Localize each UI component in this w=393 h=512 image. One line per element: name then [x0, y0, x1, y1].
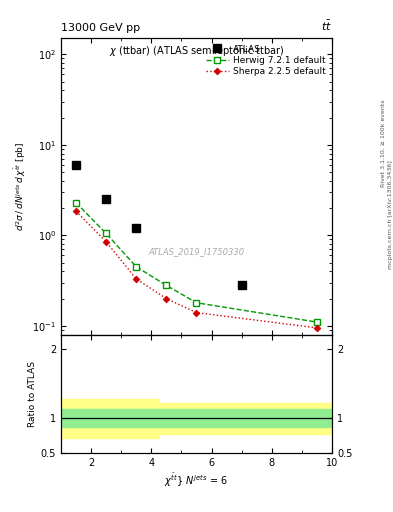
Y-axis label: $d^2\sigma\,/\,dN^{jets}\,d\,\chi^{\bar{t}t}$ [pb]: $d^2\sigma\,/\,dN^{jets}\,d\,\chi^{\bar{…: [12, 142, 28, 231]
Line: Herwig 7.2.1 default: Herwig 7.2.1 default: [73, 200, 320, 325]
Text: $t\bar{t}$: $t\bar{t}$: [321, 19, 332, 33]
ATLAS: [104, 196, 108, 202]
Y-axis label: Ratio to ATLAS: Ratio to ATLAS: [28, 361, 37, 427]
Text: $\chi$ (ttbar) (ATLAS semileptonic ttbar): $\chi$ (ttbar) (ATLAS semileptonic ttbar…: [108, 45, 285, 58]
Text: ATLAS_2019_I1750330: ATLAS_2019_I1750330: [149, 247, 244, 256]
Line: ATLAS: ATLAS: [72, 161, 246, 289]
Herwig 7.2.1 default: [315, 319, 320, 325]
ATLAS: [134, 225, 139, 231]
ATLAS: [239, 282, 244, 288]
Text: 13000 GeV pp: 13000 GeV pp: [61, 23, 140, 33]
Sherpa 2.2.5 default: [104, 239, 108, 245]
Line: Sherpa 2.2.5 default: Sherpa 2.2.5 default: [73, 209, 320, 330]
Sherpa 2.2.5 default: [134, 276, 139, 282]
Text: Rivet 3.1.10, ≥ 100k events: Rivet 3.1.10, ≥ 100k events: [381, 99, 386, 187]
Sherpa 2.2.5 default: [73, 208, 78, 214]
Herwig 7.2.1 default: [104, 230, 108, 237]
Herwig 7.2.1 default: [73, 200, 78, 206]
Herwig 7.2.1 default: [164, 282, 169, 288]
Herwig 7.2.1 default: [194, 300, 199, 306]
Herwig 7.2.1 default: [134, 264, 139, 270]
X-axis label: $\chi^{\bar{t}t}$} $N^{jets}$ = 6: $\chi^{\bar{t}t}$} $N^{jets}$ = 6: [164, 472, 229, 489]
Sherpa 2.2.5 default: [194, 310, 199, 316]
Sherpa 2.2.5 default: [315, 325, 320, 331]
ATLAS: [73, 162, 78, 168]
Text: mcplots.cern.ch [arXiv:1306.3436]: mcplots.cern.ch [arXiv:1306.3436]: [388, 161, 393, 269]
Sherpa 2.2.5 default: [164, 295, 169, 302]
Legend: ATLAS, Herwig 7.2.1 default, Sherpa 2.2.5 default: ATLAS, Herwig 7.2.1 default, Sherpa 2.2.…: [204, 43, 328, 78]
